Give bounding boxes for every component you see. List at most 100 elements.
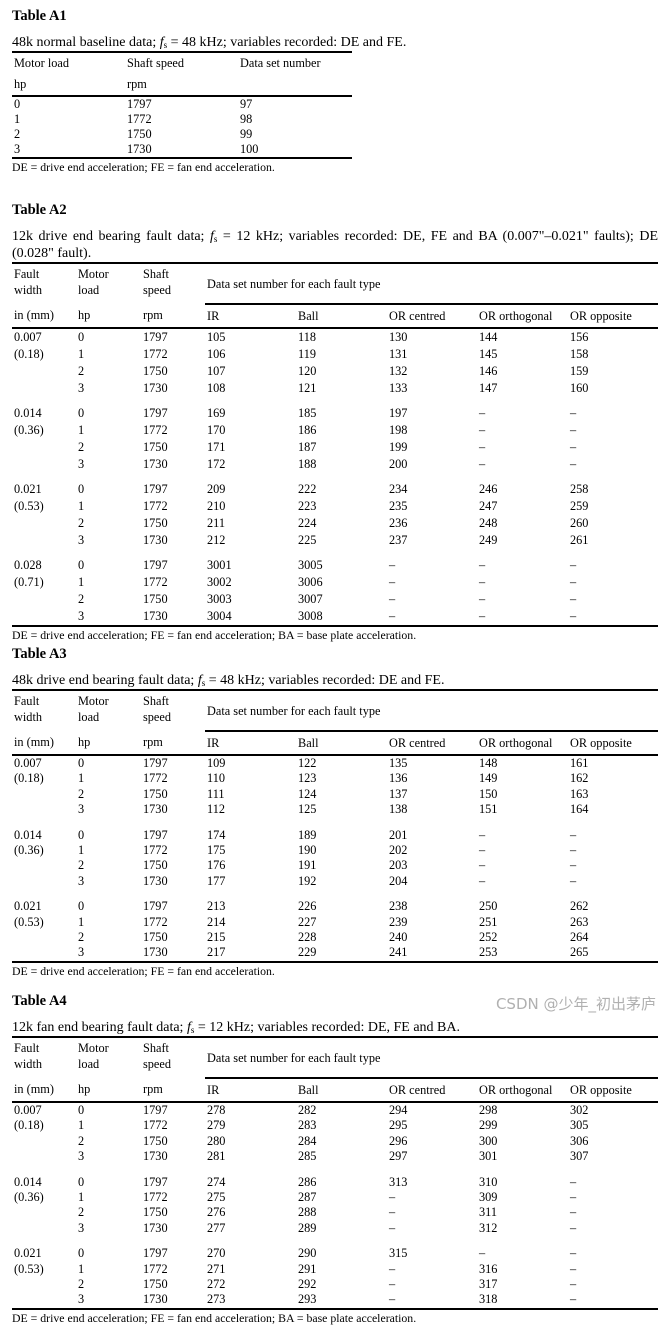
table-cell: 0 bbox=[14, 97, 21, 111]
table-cell: 273 bbox=[207, 1292, 226, 1307]
table-cell: 2 bbox=[78, 364, 85, 378]
caption-text: = 48 kHz; variables recorded: DE and FE. bbox=[205, 673, 445, 688]
table-cell: 1 bbox=[78, 771, 85, 786]
table-cell: 225 bbox=[298, 533, 317, 547]
table-cell: 261 bbox=[570, 533, 589, 547]
table-cell: 311 bbox=[479, 1205, 497, 1220]
table-cell: 241 bbox=[389, 945, 408, 960]
table-cell: 3 bbox=[78, 533, 85, 547]
table-cell: 200 bbox=[389, 457, 408, 471]
empty-cell bbox=[12, 363, 76, 380]
table-caption: 48k normal baseline data; fs = 48 kHz; v… bbox=[12, 34, 658, 51]
table-cell: 1730 bbox=[127, 142, 152, 156]
table-section: Table A1 48k normal baseline data; fs = 4… bbox=[12, 8, 658, 174]
column-header: Data set number bbox=[240, 56, 321, 70]
header-line: width bbox=[14, 283, 43, 297]
table-row: 0.007 0 1797 278 282 294 298 302 bbox=[12, 1102, 658, 1118]
table-cell: 199 bbox=[389, 440, 408, 454]
table-cell: 156 bbox=[570, 330, 589, 344]
table-cell: – bbox=[479, 423, 486, 437]
table-cell: 250 bbox=[479, 899, 498, 914]
table-cell: 3 bbox=[78, 457, 85, 471]
table-row: 3 1730 212 225 237 249 261 bbox=[12, 532, 658, 549]
table-cell: – bbox=[389, 1205, 396, 1220]
table-row: 0.021 0 1797 213 226 238 250 262 bbox=[12, 889, 658, 914]
table-cell: 315 bbox=[389, 1246, 408, 1261]
empty-cell bbox=[12, 945, 76, 961]
table-cell: 275 bbox=[207, 1190, 226, 1205]
table-row: 2 1750 111 124 137 150 163 bbox=[12, 787, 658, 802]
header-line: load bbox=[78, 283, 100, 297]
table-row: 2 1750 215 228 240 252 264 bbox=[12, 930, 658, 945]
table-cell: 1730 bbox=[143, 1292, 168, 1307]
table-cell: 1 bbox=[78, 1190, 85, 1205]
table-cell: 1797 bbox=[143, 406, 168, 420]
table-cell: – bbox=[479, 1246, 486, 1261]
table-cell: 0 bbox=[78, 1246, 85, 1261]
table-cell: 289 bbox=[298, 1220, 317, 1235]
table-cell: – bbox=[570, 1220, 577, 1235]
table-cell: 1772 bbox=[143, 1261, 168, 1276]
table-cell: – bbox=[570, 457, 577, 471]
table-cell: – bbox=[570, 1261, 577, 1276]
units-row: in (mm) hp rpm IR Ball OR centred OR orthogona… bbox=[12, 731, 659, 755]
table-cell: 1 bbox=[78, 914, 85, 929]
table-cell: 1750 bbox=[143, 1277, 168, 1292]
table-cell: 249 bbox=[479, 533, 498, 547]
caption-text: = 12 kHz; variables recorded: DE, FE and… bbox=[12, 229, 658, 261]
data-table: Fault width Motor load Shaft speed Data set nu… bbox=[12, 262, 659, 627]
fault-width-mm: (0.53) bbox=[14, 499, 44, 513]
table-caption: 48k drive end bearing fault data; fs = 4… bbox=[12, 672, 658, 689]
table-cell: 283 bbox=[298, 1118, 317, 1133]
table-row: 2 1750 176 191 203 – – bbox=[12, 858, 658, 873]
table-cell: 1750 bbox=[143, 930, 168, 945]
table-cell: 239 bbox=[389, 914, 408, 929]
fault-width-mm: (0.18) bbox=[14, 347, 44, 361]
table-footnote: DE = drive end acceleration; FE = fan en… bbox=[12, 628, 417, 642]
header-row: Fault width Motor load Shaft speed Data set nu… bbox=[12, 263, 659, 305]
table-row: (0.18) 1 1772 106 119 131 145 158 bbox=[12, 346, 658, 363]
table-cell: 1772 bbox=[143, 914, 168, 929]
table-cell: 135 bbox=[389, 756, 408, 770]
header-line: speed bbox=[143, 283, 171, 297]
table-row: 3 1730 108 121 133 147 160 bbox=[12, 380, 658, 397]
table-cell: – bbox=[479, 858, 486, 873]
fault-type-group-header: Data set number for each fault type bbox=[205, 263, 659, 305]
empty-cell bbox=[12, 787, 76, 802]
table-cell: 1750 bbox=[143, 858, 168, 873]
table-footnote: DE = drive end acceleration; FE = fan en… bbox=[12, 160, 275, 174]
table-cell: 305 bbox=[570, 1118, 589, 1133]
table-cell: – bbox=[479, 843, 486, 858]
table-cell: 277 bbox=[207, 1220, 226, 1235]
caption-text: = 12 kHz; variables recorded: DE, FE and… bbox=[194, 1020, 461, 1035]
table-cell: 204 bbox=[389, 873, 408, 888]
table-cell: 3 bbox=[78, 802, 85, 817]
table-cell: – bbox=[570, 558, 577, 572]
table-cell: 3007 bbox=[298, 592, 323, 606]
column-header-motor-load: Motor load bbox=[76, 1037, 141, 1078]
unit-header: in (mm) bbox=[14, 308, 54, 322]
table-cell: 125 bbox=[298, 802, 317, 817]
empty-cell bbox=[12, 591, 76, 608]
table-cell: 2 bbox=[78, 592, 85, 606]
table-cell: 189 bbox=[298, 827, 317, 842]
table-cell: 237 bbox=[389, 533, 408, 547]
table-cell: 201 bbox=[389, 827, 408, 842]
table-cell: 170 bbox=[207, 423, 226, 437]
table-cell: – bbox=[570, 1292, 577, 1307]
table-cell: 228 bbox=[298, 930, 317, 945]
table-cell: 281 bbox=[207, 1149, 226, 1164]
unit-header: in (mm) bbox=[14, 735, 54, 749]
table-cell: – bbox=[479, 440, 486, 454]
fault-width-in: 0.028 bbox=[14, 558, 42, 572]
table-cell: 291 bbox=[298, 1261, 317, 1276]
unit-header: rpm bbox=[143, 735, 163, 749]
table-cell: 119 bbox=[298, 347, 316, 361]
table-cell: 1797 bbox=[143, 1174, 168, 1189]
table-row: 3 1730 100 bbox=[12, 142, 352, 158]
fault-width-in: 0.014 bbox=[14, 406, 42, 420]
caption-text: 12k fan end bearing fault data; bbox=[12, 1020, 187, 1035]
column-header-motor-load: Motor load bbox=[76, 263, 141, 304]
table-cell: 1 bbox=[78, 1118, 85, 1133]
table-cell: – bbox=[570, 609, 577, 623]
